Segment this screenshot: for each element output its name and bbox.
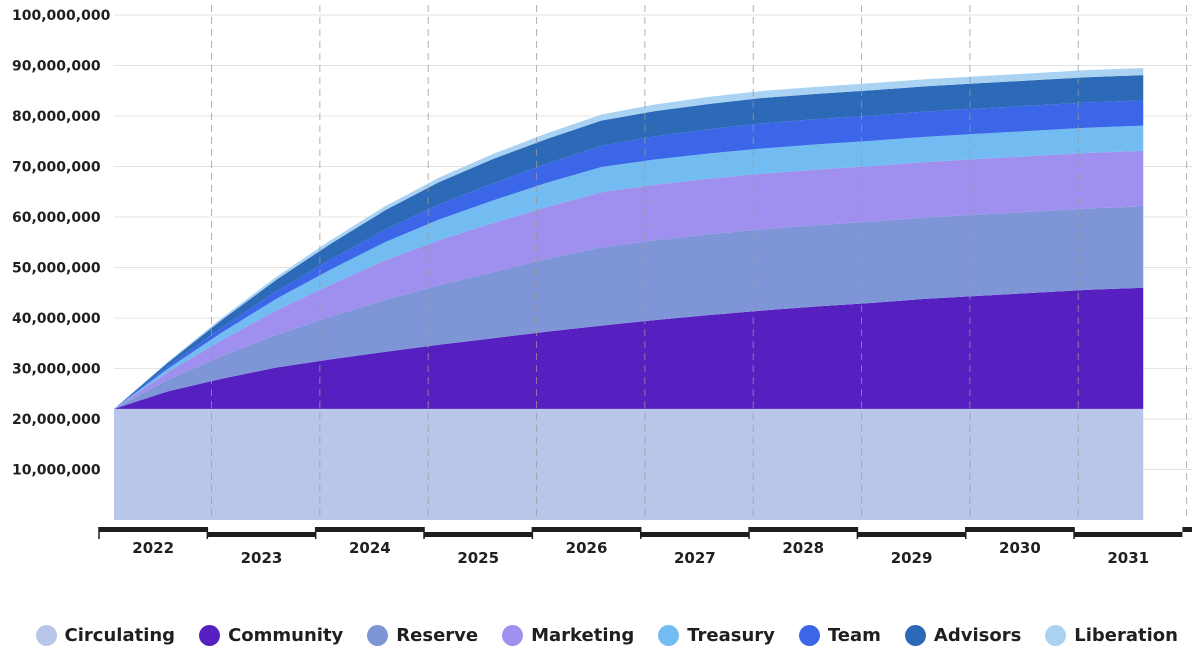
- legend: Circulating Community Reserve Marketing Trea…: [0, 620, 1200, 650]
- legend-swatch: [1045, 624, 1067, 646]
- legend-swatch: [199, 624, 221, 646]
- stacked-area-chart: 10,000,000 20,000,000 30,000,000 40,000,000…: [12, 5, 1192, 567]
- y-tick-label: 50,000,000: [12, 261, 101, 277]
- legend-label: Community: [228, 624, 344, 646]
- y-tick-label: 70,000,000: [12, 160, 101, 176]
- legend-swatch: [798, 624, 820, 646]
- y-tick-label: 80,000,000: [12, 109, 101, 125]
- legend-item-marketing[interactable]: Marketing: [502, 624, 635, 646]
- area-community: [114, 287, 1144, 409]
- legend-label: Team: [827, 624, 881, 646]
- x-tick-label: 2024: [349, 539, 391, 557]
- area-marketing: [114, 150, 1144, 409]
- area-team: [114, 100, 1144, 409]
- legend-item-team[interactable]: Team: [798, 624, 881, 646]
- legend-label: Marketing: [531, 624, 635, 646]
- legend-swatch: [502, 624, 524, 646]
- legend-item-reserve[interactable]: Reserve: [367, 624, 479, 646]
- x-tick-label: 2022: [132, 539, 174, 557]
- legend-swatch: [35, 624, 57, 646]
- legend-item-liberation[interactable]: Liberation: [1045, 624, 1178, 646]
- x-tick-label: 2025: [457, 549, 499, 567]
- area-layer: [114, 68, 1144, 520]
- legend-swatch: [904, 624, 926, 646]
- timeline-segment: [1074, 532, 1183, 537]
- x-tick-label: 2027: [674, 549, 716, 567]
- timeline-segment: [207, 532, 316, 537]
- timeline-segment: [857, 532, 966, 537]
- y-tick-label: 30,000,000: [12, 362, 101, 378]
- timeline-segment: [640, 532, 750, 537]
- x-tick-label: 2023: [241, 549, 283, 567]
- timeline-segment: [749, 527, 858, 532]
- legend-label: Circulating: [64, 624, 176, 646]
- legend-label: Advisors: [933, 624, 1022, 646]
- x-tick-label: 2026: [566, 539, 608, 557]
- timeline-segment: [315, 527, 425, 532]
- x-tick-label: 2029: [891, 549, 933, 567]
- legend-label: Treasury: [687, 624, 775, 646]
- y-tick-label: 90,000,000: [12, 59, 101, 75]
- area-treasury: [114, 125, 1144, 409]
- y-tick-label: 100,000,000: [12, 8, 111, 24]
- y-tick-label: 40,000,000: [12, 311, 101, 327]
- timeline-segment: [965, 527, 1075, 532]
- timeline-segment: [99, 527, 208, 532]
- legend-item-advisors[interactable]: Advisors: [904, 624, 1022, 646]
- area-circulating: [114, 408, 1144, 520]
- legend-swatch: [367, 624, 389, 646]
- legend-label: Liberation: [1074, 624, 1178, 646]
- x-tick-label: 2031: [1107, 549, 1149, 567]
- legend-item-community[interactable]: Community: [199, 624, 344, 646]
- x-tick-label: 2030: [999, 539, 1041, 557]
- legend-item-circulating[interactable]: Circulating: [35, 624, 176, 646]
- area-reserve: [114, 206, 1144, 409]
- timeline-segment: [1182, 527, 1192, 532]
- timeline-segment: [424, 532, 533, 537]
- x-tick-label: 2028: [782, 539, 824, 557]
- legend-item-treasury[interactable]: Treasury: [658, 624, 775, 646]
- y-tick-label: 60,000,000: [12, 210, 101, 226]
- axis-layer: 10,000,000 20,000,000 30,000,000 40,000,000…: [12, 5, 1192, 567]
- legend-label: Reserve: [396, 624, 479, 646]
- y-tick-label: 20,000,000: [12, 412, 101, 428]
- y-tick-label: 10,000,000: [12, 463, 101, 479]
- legend-swatch: [658, 624, 680, 646]
- timeline-segment: [532, 527, 641, 532]
